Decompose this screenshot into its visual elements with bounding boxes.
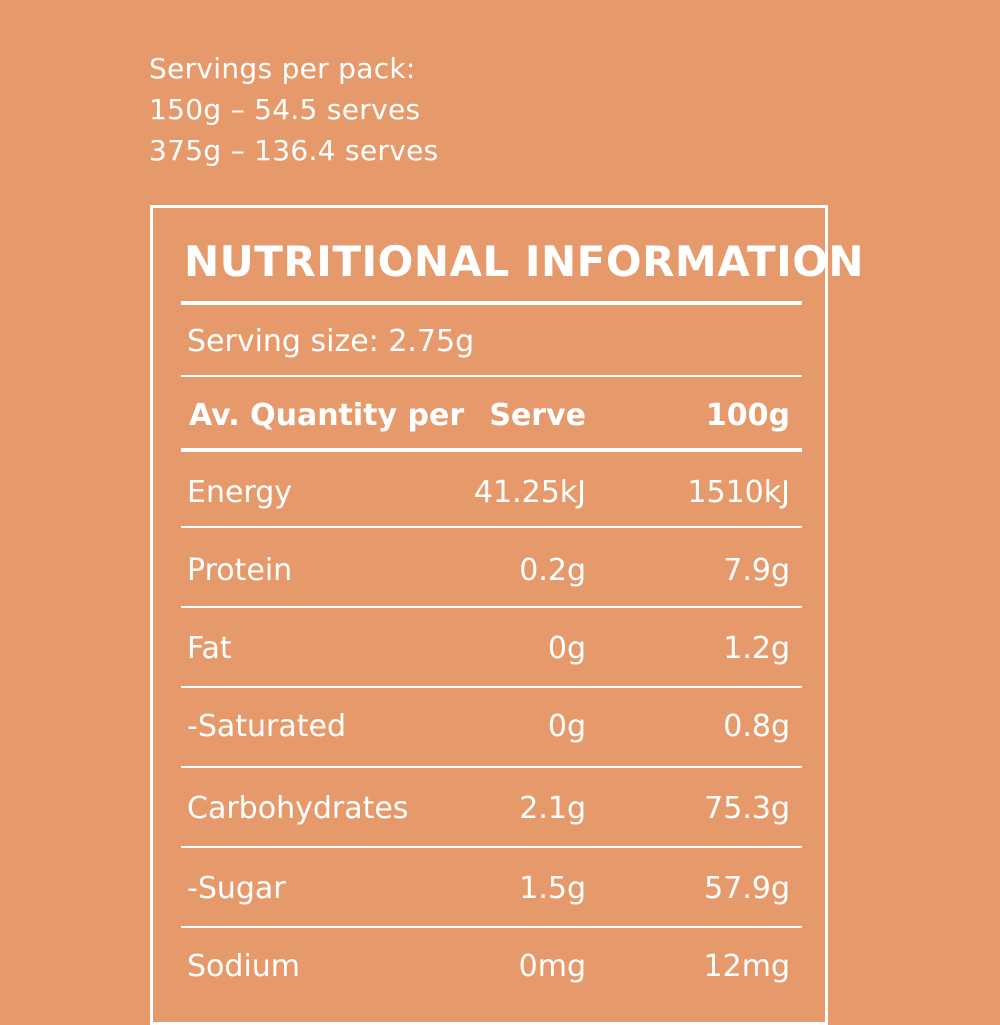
panel-title: NUTRITIONAL INFORMATION <box>184 237 865 286</box>
row-divider <box>181 606 802 608</box>
serving-size: Serving size: 2.75g <box>187 324 475 359</box>
nutrient-label: -Saturated <box>187 709 347 744</box>
servings-line: 150g – 54.5 serves <box>149 93 421 126</box>
nutrient-label: Energy <box>187 475 293 510</box>
servings-per-pack: Servings per pack: 150g – 54.5 serves 37… <box>149 48 439 171</box>
per-serve-value: 41.25kJ <box>473 475 586 510</box>
nutrient-label: Protein <box>187 553 293 588</box>
divider <box>181 375 802 377</box>
header-label: Av. Quantity per <box>189 398 465 433</box>
row-divider <box>181 526 802 528</box>
per-100g-value: 12mg <box>703 949 790 984</box>
nutrient-label: Fat <box>187 631 232 666</box>
header-serve: Serve <box>489 398 586 433</box>
table-row: -Saturated 0g 0.8g <box>181 689 802 765</box>
per-100g-value: 57.9g <box>704 871 790 906</box>
title-divider <box>181 301 802 305</box>
table-header: Av. Quantity per Serve 100g <box>181 378 802 454</box>
per-100g-value: 1.2g <box>723 631 790 666</box>
per-100g-value: 1510kJ <box>687 475 790 510</box>
row-divider <box>181 686 802 688</box>
table-row: Energy 41.25kJ 1510kJ <box>181 455 802 531</box>
nutrient-label: -Sugar <box>187 871 286 906</box>
row-divider <box>181 926 802 928</box>
per-100g-value: 75.3g <box>704 791 790 826</box>
per-serve-value: 1.5g <box>519 871 586 906</box>
servings-heading: Servings per pack: <box>149 52 416 85</box>
per-serve-value: 0g <box>547 709 586 744</box>
header-per-100g: 100g <box>705 398 790 433</box>
table-row: -Sugar 1.5g 57.9g <box>181 851 802 927</box>
per-serve-value: 0g <box>547 631 586 666</box>
per-100g-value: 0.8g <box>723 709 790 744</box>
nutrient-label: Carbohydrates <box>187 791 409 826</box>
row-divider <box>181 766 802 768</box>
servings-line: 375g – 136.4 serves <box>149 134 439 167</box>
per-serve-value: 0.2g <box>519 553 586 588</box>
table-row: Fat 0g 1.2g <box>181 611 802 687</box>
row-divider <box>181 846 802 848</box>
per-serve-value: 2.1g <box>519 791 586 826</box>
table-row: Sodium 0mg 12mg <box>181 929 802 1005</box>
per-100g-value: 7.9g <box>723 553 790 588</box>
table-row: Carbohydrates 2.1g 75.3g <box>181 771 802 847</box>
nutrient-label: Sodium <box>187 949 301 984</box>
header-divider <box>181 448 802 452</box>
table-row: Protein 0.2g 7.9g <box>181 533 802 609</box>
per-serve-value: 0mg <box>518 949 586 984</box>
